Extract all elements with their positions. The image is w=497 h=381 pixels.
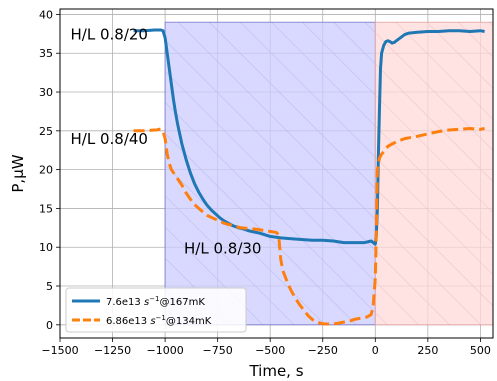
legend-box [65,287,247,333]
annotations: H/L 0.8/20 H/L 0.8/40 H/L 0.8/30 [71,25,262,257]
x-tick-label: −500 [255,344,285,357]
x-tick-label: 0 [372,344,379,357]
x-tick-label: −1500 [41,344,78,357]
series-lines [133,28,485,326]
y-tick-label: 0 [46,319,53,332]
y-tick-label: 35 [39,47,53,60]
y-axis-label: P,μW [9,154,27,192]
x-tick-label: 250 [417,344,438,357]
x-tick-label: −750 [203,344,233,357]
x-tick-label: 500 [470,344,491,357]
y-tick-label: 10 [39,241,53,254]
y-tick-label: 15 [39,202,53,215]
x-tick-label: −1000 [146,344,183,357]
shaded-region-hatch-2 [374,21,493,326]
series-line-2 [133,127,485,326]
legend-label-1: 7.6e13 s−1@167mK [106,295,205,308]
legend-label-2: 6.86e13 s−1@134mK [106,314,212,327]
x-axis-label: Time, s [248,362,303,380]
y-tick-label: 25 [39,125,53,138]
plot-frame [59,8,494,339]
annotation-label: H/L 0.8/20 [71,25,148,43]
shaded-region-hatch-1 [164,21,376,326]
x-tick-label: −1250 [94,344,131,357]
series-line-1 [133,28,485,246]
y-tick-label: 5 [46,280,53,293]
x-tick-label: −250 [308,344,338,357]
annotation-label: H/L 0.8/30 [184,239,261,257]
annotation-label: H/L 0.8/40 [71,130,148,148]
y-tick-label: 40 [39,8,53,21]
y-tick-label: 30 [39,86,53,99]
legend: 7.6e13 s−1@167mK 6.86e13 s−1@134mK [65,287,247,333]
shaded-regions [164,21,493,326]
y-tick-label: 20 [39,164,53,177]
ticks: −1500 −1250 −1000 −750 −500 −250 0 250 500 0 5 10 15… [39,8,491,357]
